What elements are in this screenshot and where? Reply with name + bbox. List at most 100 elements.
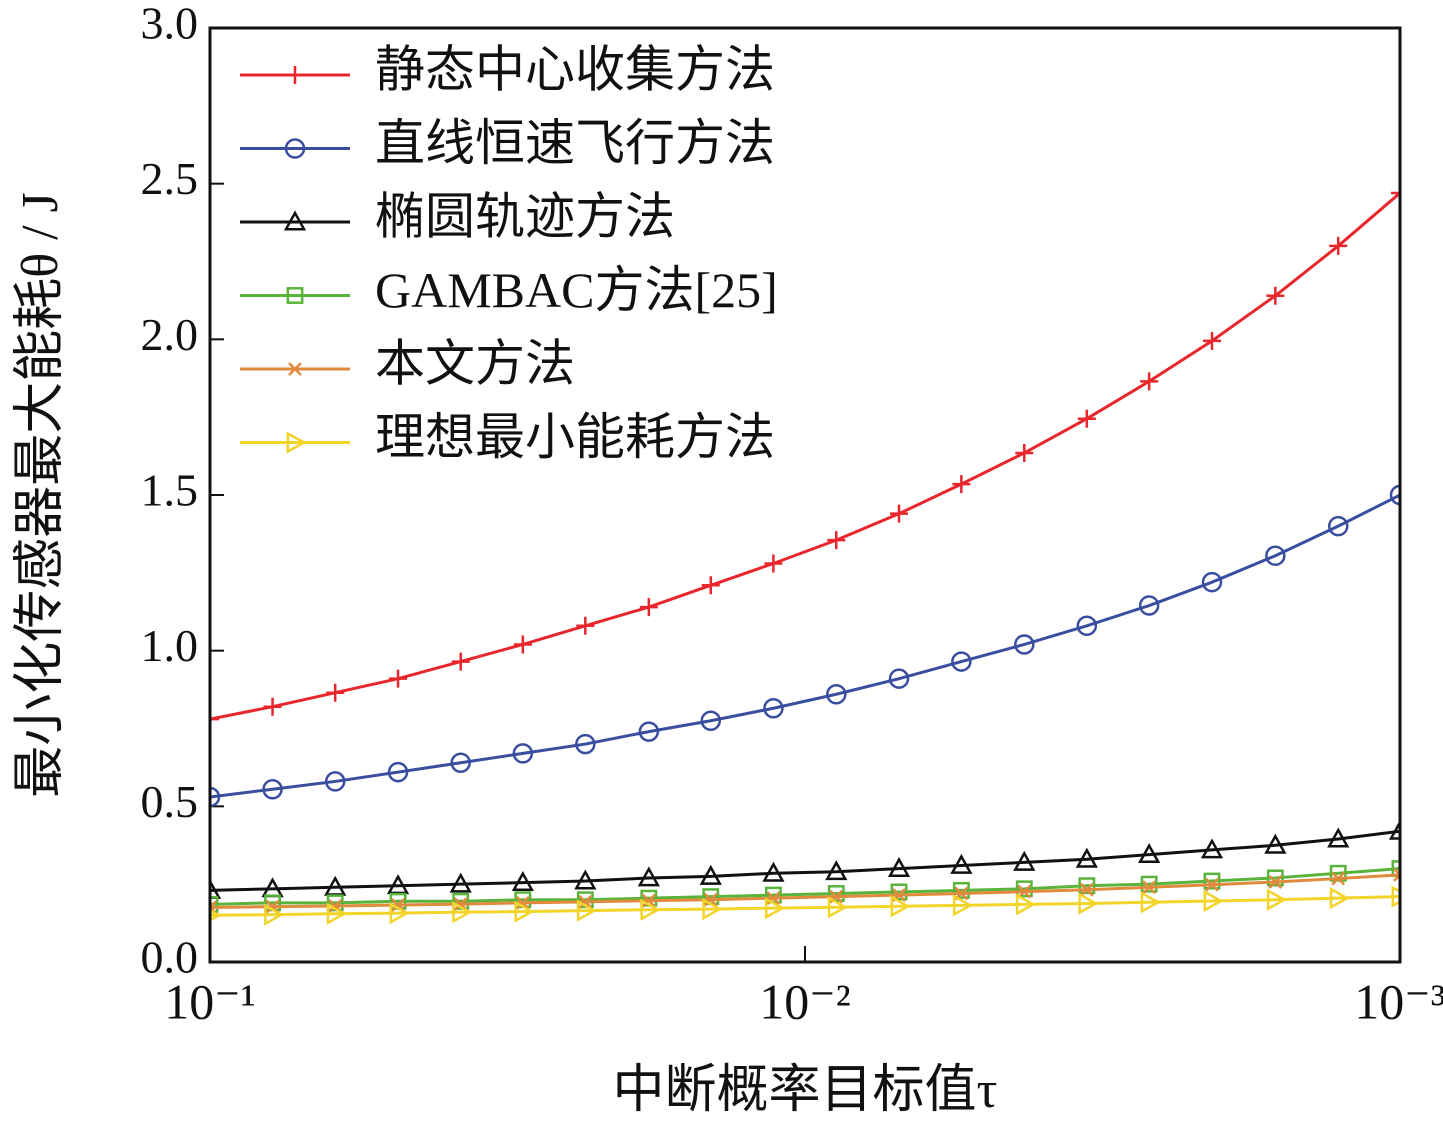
marker <box>1015 893 1036 916</box>
marker <box>1389 484 1400 506</box>
marker <box>1014 634 1035 655</box>
marker <box>890 883 908 901</box>
marker <box>1266 869 1284 887</box>
plot-frame <box>208 26 1402 964</box>
marker <box>1140 891 1161 914</box>
marker <box>950 853 973 874</box>
marker <box>1388 819 1400 840</box>
marker <box>1076 615 1098 637</box>
marker <box>263 697 282 716</box>
marker <box>1329 864 1347 882</box>
marker <box>1327 827 1350 848</box>
marker <box>1203 889 1224 913</box>
series-line <box>210 829 1400 892</box>
marker <box>452 901 473 924</box>
marker <box>578 895 593 909</box>
marker <box>702 897 723 921</box>
marker <box>1013 850 1036 871</box>
series-line <box>210 191 1400 721</box>
marker <box>1138 595 1160 616</box>
marker <box>449 872 472 893</box>
marker <box>1266 286 1285 305</box>
marker <box>890 895 911 918</box>
y-tick-label: 2.0 <box>141 309 199 360</box>
marker <box>952 894 973 917</box>
marker <box>1205 877 1219 892</box>
marker <box>1142 880 1157 895</box>
legend-marker <box>284 138 306 159</box>
y-tick-label: 0.0 <box>141 932 199 983</box>
marker <box>1078 877 1096 895</box>
marker <box>638 721 660 742</box>
marker <box>827 896 848 919</box>
marker <box>1391 184 1400 203</box>
marker <box>1327 515 1349 537</box>
marker <box>1268 875 1283 889</box>
marker <box>1393 867 1400 882</box>
marker <box>637 866 660 887</box>
x-axis-label: 中断概率目标值τ <box>613 1062 998 1119</box>
marker <box>210 710 219 729</box>
marker <box>1391 860 1400 878</box>
legend-label: 直线恒速飞行方法 <box>375 115 775 171</box>
marker <box>827 531 846 550</box>
marker <box>1138 843 1161 864</box>
marker <box>825 860 848 881</box>
marker <box>639 598 658 617</box>
y-tick-label: 1.5 <box>141 465 199 516</box>
marker <box>450 752 471 773</box>
series-line <box>210 493 1400 799</box>
marker <box>451 652 470 671</box>
marker <box>210 878 222 899</box>
y-tick-label: 3.0 <box>141 0 199 49</box>
legend-marker <box>283 210 307 231</box>
marker <box>890 504 909 523</box>
marker <box>262 778 283 800</box>
y-tick-label: 2.5 <box>141 153 199 204</box>
marker <box>1077 409 1096 428</box>
series-line <box>210 867 1400 906</box>
y-tick-label: 1.0 <box>141 620 199 671</box>
marker <box>826 684 847 705</box>
y-tick-label: 0.5 <box>141 776 199 827</box>
marker <box>511 871 534 892</box>
marker <box>513 635 532 654</box>
marker <box>389 901 410 925</box>
legend-marker <box>286 66 304 84</box>
marker <box>576 899 597 922</box>
marker <box>326 683 345 702</box>
marker <box>1017 884 1032 899</box>
marker <box>264 903 285 926</box>
marker <box>764 897 785 920</box>
marker <box>1264 833 1287 854</box>
marker <box>515 895 530 910</box>
marker <box>1075 847 1098 868</box>
marker <box>326 902 347 925</box>
marker <box>703 892 718 907</box>
marker <box>1140 875 1158 893</box>
marker <box>324 771 346 792</box>
marker <box>700 710 722 731</box>
legend-label: GAMBAC方法[25] <box>375 262 778 318</box>
marker <box>574 869 597 890</box>
marker <box>952 881 970 899</box>
marker <box>952 475 971 494</box>
marker <box>1329 236 1348 255</box>
plot-area <box>210 184 1400 926</box>
marker <box>951 651 972 672</box>
marker <box>512 743 534 764</box>
marker <box>389 669 408 688</box>
legend-label: 静态中心收集方法 <box>375 41 775 97</box>
marker <box>1078 892 1099 915</box>
marker <box>762 861 785 882</box>
marker <box>827 885 845 902</box>
legend-label: 理想最小能耗方法 <box>375 409 775 465</box>
marker <box>210 786 221 808</box>
marker <box>1266 888 1287 911</box>
marker <box>575 733 596 755</box>
marker <box>1015 880 1033 898</box>
marker <box>1201 571 1223 593</box>
legend-label: 椭圆轨迹方法 <box>375 188 675 244</box>
marker <box>1079 882 1094 897</box>
